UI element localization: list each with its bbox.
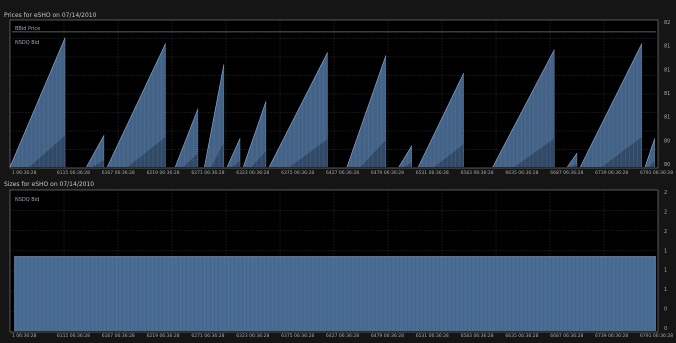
x-tick-label: 6479 06:36:28: [371, 170, 404, 176]
price-sawtooth-shadow: [92, 159, 104, 167]
price-sawtooth-edge: [492, 49, 555, 168]
x-tick-label: 1 06:36:28: [12, 170, 37, 176]
x-tick-label: 6219 06:36:28: [147, 170, 180, 176]
price-sawtooth-shadow: [211, 142, 224, 167]
x-tick-label: 6271 06:36:28: [191, 170, 224, 176]
x-tick-label: 6635 06:36:28: [505, 170, 538, 176]
price-sawtooth-shadow: [29, 135, 66, 167]
price-sawtooth-shadow: [183, 153, 198, 167]
x-tick-label: 6427 06:36:28: [326, 170, 359, 176]
price-y-ticks: 82 81 81 81 81 80 80: [664, 20, 670, 168]
price-legend-nsdq: NSDQ Bid: [15, 40, 39, 46]
price-x-ticks: 1 06:36:28 6115 06:36:28 6167 06:36:28 6219…: [12, 170, 673, 176]
x-tick-label: 6531 06:36:28: [416, 170, 449, 176]
x-tick-label: 6583 06:36:28: [461, 170, 494, 176]
size-chart-plot: [14, 256, 656, 331]
price-sawtooth-edge: [242, 101, 267, 168]
price-sawtooth-shadow: [251, 151, 266, 167]
y-tick-label: 80: [664, 138, 670, 144]
size-x-ticks: 1 06:36:28 6115 06:36:28 6167 06:36:28 6219…: [12, 333, 673, 339]
y-tick-label: 81: [664, 67, 670, 73]
x-tick-label: 6635 06:36:28: [505, 333, 538, 339]
size-legend-nsdq: NSDQ Bid: [15, 197, 39, 203]
price-sawtooth-shadow: [434, 144, 464, 167]
price-sawtooth-edge: [174, 108, 199, 168]
x-tick-label: 6427 06:36:28: [326, 333, 359, 339]
x-tick-label: 6479 06:36:28: [371, 333, 404, 339]
x-tick-label: 6167 06:36:28: [102, 333, 135, 339]
x-tick-label: 6583 06:36:28: [461, 333, 494, 339]
x-tick-label: 1 06:36:28: [12, 333, 37, 339]
price-sawtooth-edge: [398, 145, 413, 168]
y-tick-label: 1: [664, 287, 667, 293]
price-sawtooth-shadow: [570, 164, 577, 167]
y-tick-label: 2: [664, 229, 667, 235]
price-sawtooth-edge: [346, 55, 387, 168]
x-tick-label: 6375 06:36:28: [281, 170, 314, 176]
x-tick-label: 6167 06:36:28: [102, 170, 135, 176]
y-tick-label: 82: [664, 20, 670, 26]
y-tick-label: 0: [664, 326, 667, 332]
y-tick-label: 1: [664, 268, 667, 274]
y-tick-label: 81: [664, 115, 670, 121]
x-tick-label: 6687 06:36:28: [550, 170, 583, 176]
price-sawtooth-shadow: [127, 136, 166, 167]
y-tick-label: 1: [664, 248, 667, 254]
x-tick-label: 6375 06:36:28: [281, 333, 314, 339]
price-sawtooth-shadow: [601, 136, 642, 167]
price-sawtooth-edge: [417, 73, 464, 168]
price-legend-bbid: BBid Price: [15, 26, 40, 32]
y-tick-label: 81: [664, 44, 670, 50]
x-tick-label: 6739 06:36:28: [595, 170, 628, 176]
y-tick-label: 2: [664, 190, 667, 196]
x-tick-label: 6739 06:36:28: [595, 333, 628, 339]
price-sawtooth-shadow: [514, 138, 555, 167]
size-y-ticks: 2 2 2 1 1 1 0 0: [664, 190, 667, 332]
x-tick-label: 6531 06:36:28: [416, 333, 449, 339]
price-sawtooth-edge: [579, 43, 643, 168]
y-tick-label: 81: [664, 91, 670, 97]
x-tick-label: 6115 06:36:28: [57, 333, 90, 339]
price-chart-title: Prices for eSHO on 07/14/2010: [4, 12, 97, 19]
x-tick-label: 6323 06:36:28: [236, 333, 269, 339]
price-sawtooth-shadow: [360, 139, 386, 167]
x-tick-label: 6115 06:36:28: [57, 170, 90, 176]
size-chart-title: Sizes for eSHO on 07/14/2010: [4, 181, 94, 188]
price-sawtooth-edge: [9, 37, 66, 168]
price-sawtooth-edge: [226, 138, 241, 168]
y-tick-label: 0: [664, 307, 667, 313]
x-tick-label: 6791 06:36:28: [640, 170, 673, 176]
price-sawtooth-shadow: [648, 160, 655, 167]
x-tick-label: 6687 06:36:28: [550, 333, 583, 339]
x-tick-label: 6219 06:36:28: [147, 333, 180, 339]
x-tick-label: 6271 06:36:28: [191, 333, 224, 339]
y-tick-label: 80: [664, 162, 670, 168]
x-tick-label: 6791 06:36:28: [640, 333, 673, 339]
price-chart-plot: [9, 37, 656, 168]
price-sawtooth-shadow: [289, 139, 328, 167]
x-tick-label: 6323 06:36:28: [236, 170, 269, 176]
y-tick-label: 2: [664, 209, 667, 215]
